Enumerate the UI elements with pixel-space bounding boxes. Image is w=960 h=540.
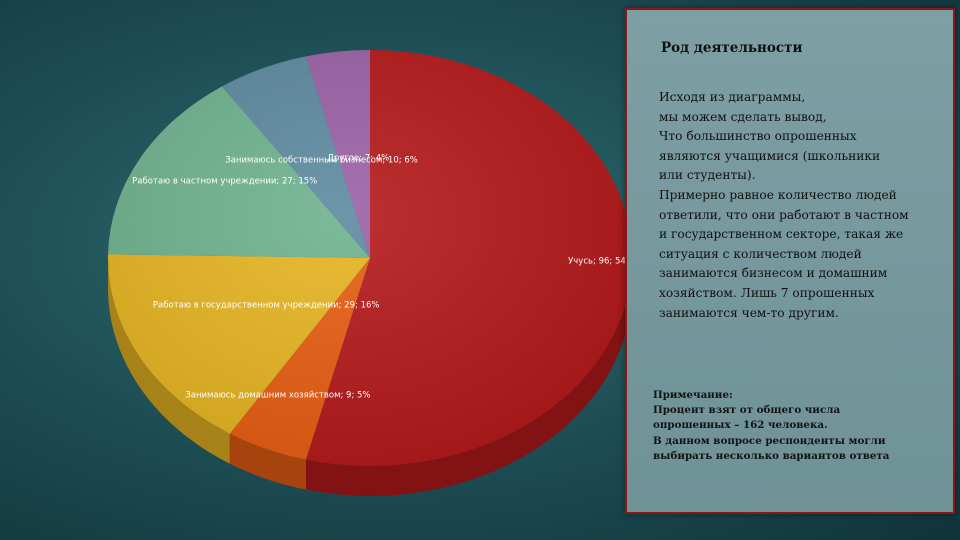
note-line: Процент взят от общего числа [653,404,841,417]
body-line: или студенты). [659,168,756,183]
pie-chart-svg: Учусь; 96; 54% Занимаюсь домашним хозяйст… [108,50,630,496]
body-line: и государственном секторе, такая же [659,227,904,242]
pie-chart: Учусь; 96; 54% Занимаюсь домашним хозяйст… [108,50,630,496]
conclusion-panel: Род деятельности Исходя из диаграммы, мы… [625,8,955,514]
pie-gloss [108,50,630,466]
body-line: ответили, что они работают в частном [659,207,909,222]
note-line: В данном вопросе респонденты могли [653,434,886,447]
note-line: Примечание: [653,389,733,401]
body-line: занимаются чем-то другим. [659,305,839,320]
panel-body-text: Исходя из диаграммы, мы можем сделать вы… [659,88,949,323]
body-line: Исходя из диаграммы, [659,90,806,104]
body-line: Примерно равное количество людей [659,187,897,202]
body-line: хозяйством. Лишь 7 опрошенных [659,285,875,300]
slice-label-0: Учусь; 96; 54% [568,256,630,266]
pie-side-2 [108,258,230,464]
body-line: Что большинство опрошенных [659,129,857,144]
panel-note: Примечание: Процент взят от общего числа… [653,388,953,464]
body-line: ситуация с количеством людей [659,246,862,261]
slice-label-1: Занимаюсь домашним хозяйством; 9; 5% [185,391,370,401]
body-line: занимаются бизнесом и домашним [659,266,888,281]
note-line: опрошенных – 162 человека. [653,419,828,432]
slice-label-2: Работаю в государственном учреждении; 29… [153,300,380,310]
slice-label-3: Работаю в частном учреждении; 27; 15% [132,177,317,187]
slice-label-5: Другое; 7; 4% [327,154,389,164]
pie-side-1 [229,433,306,490]
panel-title: Род деятельности [661,40,803,56]
note-line: выбирать несколько вариантов ответа [653,449,890,462]
body-line: мы можем сделать вывод, [659,109,827,124]
body-line: являются учащимися (школьники [659,148,881,163]
slice-label-4: Занимаюсь собственным бизнесом; 10; 6% [225,156,418,166]
pie-side-0 [305,283,630,496]
